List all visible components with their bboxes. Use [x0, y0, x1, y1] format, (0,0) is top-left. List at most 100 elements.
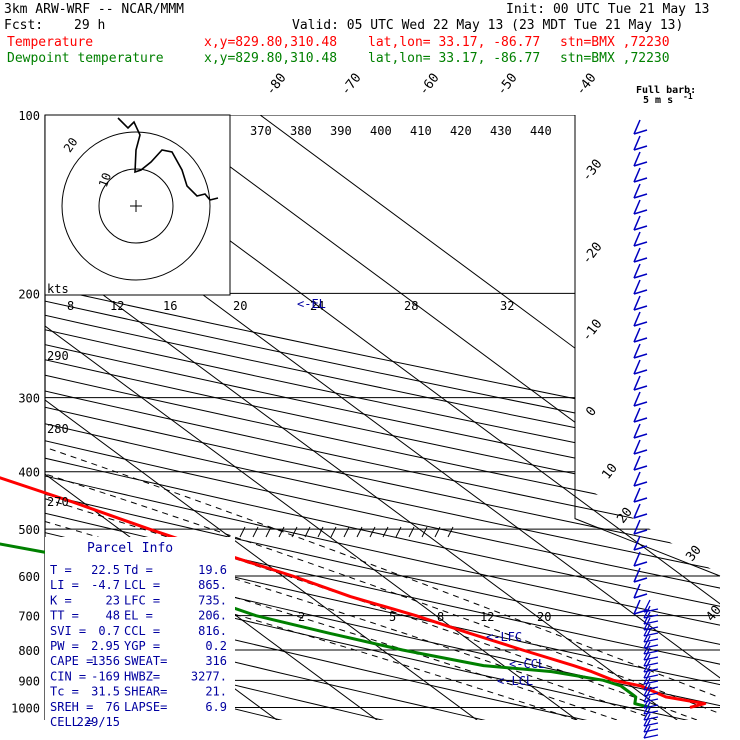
theta-left-label: 280: [47, 422, 69, 436]
isotherm-label: 40: [703, 603, 724, 625]
isotherm-20: [45, 115, 694, 720]
ccl-annotation: <-CCL: [509, 657, 545, 671]
wind-barb: [643, 659, 651, 673]
wind-barb: [633, 263, 641, 279]
wind-barb: [643, 605, 651, 619]
wind-barb: [633, 487, 641, 503]
parcel-cell: T =: [50, 563, 72, 577]
isotherm-label: -80: [263, 71, 289, 99]
parcel-cell: 1356: [91, 654, 120, 668]
parcel-cell: 6.9: [205, 700, 227, 714]
parcel-cell: YGP =: [124, 639, 160, 653]
moist-adiabat-10: [45, 292, 578, 720]
parcel-cell: 22.5: [91, 563, 120, 577]
parcel-cell: SREH =: [50, 700, 93, 714]
wind-barb: [643, 617, 651, 631]
wind-barb: [633, 471, 641, 487]
wind-barb: [633, 503, 641, 519]
parcel-cell: 735.: [198, 593, 227, 607]
wind-barb: [633, 535, 641, 551]
dry-adiabat-460: [45, 115, 720, 720]
theta-label: 390: [330, 124, 352, 138]
wind-barb: [643, 653, 651, 667]
mixing-ratio-label: 2: [298, 610, 305, 624]
theta-label: 440: [530, 124, 552, 138]
isotherm--10: [45, 115, 394, 720]
parcel-cell: LFC =: [124, 593, 160, 607]
isotherm-label: 0: [583, 404, 600, 419]
hodograph-label-20: 20: [61, 135, 81, 155]
wind-barb: [643, 665, 651, 679]
parcel-cell: HWBZ=: [124, 669, 160, 683]
parcel-cell: 21.: [205, 685, 227, 699]
dewpoint-latlon: lat,lon= 33.17, -86.77: [368, 51, 541, 66]
theta-label: 430: [490, 124, 512, 138]
barb-legend-value: 5 m s: [643, 95, 673, 106]
parcel-cell: K =: [50, 593, 72, 607]
pressure-label-100: 100: [18, 109, 40, 123]
parcel-cell: LCL =: [124, 578, 160, 592]
parcel-cell: -169: [91, 669, 120, 683]
isotherm-10: [45, 115, 594, 720]
wind-barb: [643, 725, 651, 739]
wind-barb: [633, 423, 641, 439]
lfc-annotation: <-LFC: [486, 630, 522, 644]
wind-barb: [633, 295, 641, 311]
wind-barb: [643, 647, 651, 661]
mixing-scale-label: 24: [310, 299, 324, 313]
theta-label: 380: [290, 124, 312, 138]
parcel-cell: 48: [106, 609, 120, 623]
wind-barb: [633, 247, 641, 263]
theta-label: 410: [410, 124, 432, 138]
wind-barb: [643, 599, 651, 613]
wind-barb: [633, 183, 641, 199]
parcel-cell: 865.: [198, 578, 227, 592]
mixing-ratio-label: 20: [537, 610, 551, 624]
parcel-cell: 31.5: [91, 685, 120, 699]
mixing-scale-label: 12: [110, 299, 124, 313]
wind-barb: [633, 119, 641, 135]
parcel-cell: CAPE =: [50, 654, 93, 668]
parcel-cell: 816.: [198, 624, 227, 638]
wind-barb: [633, 359, 641, 375]
wind-barb: [633, 455, 641, 471]
wind-barb: [633, 519, 641, 535]
dry-adiabat-350: [45, 115, 720, 720]
parcel-info-panel: Parcel Info T = 22.5 Td = 19.6 LI = -4.7 LCL =…: [45, 537, 235, 729]
mixing-scale-label: 28: [404, 299, 418, 313]
mixing-scale-label: 32: [500, 299, 514, 313]
mixing-scale-label: 8: [67, 299, 74, 313]
wind-barb: [643, 671, 651, 685]
wind-barb: [643, 713, 651, 727]
isotherm-label: -20: [579, 240, 605, 268]
temperature-profile: [0, 476, 707, 709]
mixing-scale-label: 20: [233, 299, 247, 313]
moist-adiabat-30: [45, 292, 720, 720]
wind-barb: [643, 641, 651, 655]
parcel-cell: 316: [205, 654, 227, 668]
theta-label: 400: [370, 124, 392, 138]
hodograph-units: kts: [47, 282, 69, 296]
pressure-label-1000: 1000: [11, 701, 40, 715]
parcel-cell: CELL =: [50, 715, 93, 729]
wind-barb: [643, 611, 651, 625]
wind-barb: [633, 599, 641, 615]
dry-adiabat-360: [45, 115, 720, 720]
parcel-cell: 0.2: [205, 639, 227, 653]
dry-adiabat-320: [45, 115, 720, 720]
parcel-cell: SVI =: [50, 624, 86, 638]
wind-barb: [633, 327, 641, 343]
temperature-station: stn=BMX ,72230: [560, 35, 670, 50]
isotherm-label: 30: [683, 543, 704, 565]
wind-barb: [643, 623, 651, 637]
dry-adiabat-450: [45, 115, 720, 720]
hodograph-trace: [117, 117, 219, 201]
dry-adiabat-410: [45, 115, 720, 720]
parcel-cell: SHEAR=: [124, 685, 167, 699]
temperature-latlon: lat,lon= 33.17, -86.77: [368, 35, 541, 50]
wind-barb: [633, 583, 641, 599]
wind-barb: [633, 231, 641, 247]
hodograph: 10 20 kts: [44, 114, 231, 296]
mixing-ratio-label: 8: [437, 610, 444, 624]
